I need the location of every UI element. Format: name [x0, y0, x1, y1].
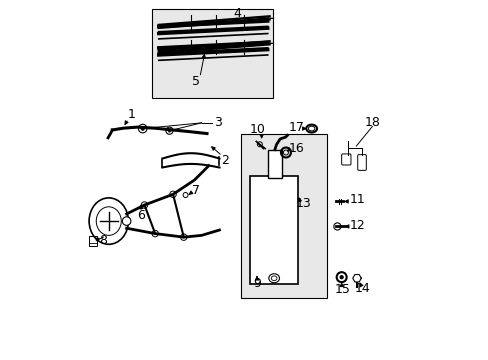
Text: 12: 12: [349, 219, 365, 232]
Circle shape: [141, 127, 144, 130]
Text: 4: 4: [233, 8, 241, 21]
Circle shape: [152, 230, 158, 237]
Text: 9: 9: [253, 277, 261, 290]
Circle shape: [339, 275, 343, 279]
Text: 14: 14: [354, 283, 369, 296]
Bar: [89, 236, 97, 246]
Text: 7: 7: [192, 184, 200, 197]
Circle shape: [168, 129, 171, 132]
Text: 11: 11: [349, 193, 365, 206]
Text: 15: 15: [334, 283, 350, 296]
Circle shape: [122, 217, 131, 225]
Text: 1: 1: [128, 108, 136, 121]
Circle shape: [141, 202, 147, 208]
Text: 10: 10: [250, 123, 265, 136]
Circle shape: [183, 193, 188, 198]
Text: 5: 5: [192, 75, 200, 87]
Bar: [151, 9, 272, 98]
Text: 2: 2: [221, 154, 228, 167]
Bar: [249, 176, 298, 284]
Text: 18: 18: [364, 116, 380, 129]
Text: 13: 13: [295, 197, 311, 210]
Circle shape: [169, 191, 176, 198]
Text: 16: 16: [288, 142, 305, 155]
Circle shape: [180, 234, 186, 240]
Bar: [241, 134, 326, 298]
Text: 8: 8: [99, 234, 107, 247]
Text: 6: 6: [137, 209, 144, 222]
Text: 3: 3: [213, 116, 221, 129]
Text: 17: 17: [288, 121, 305, 134]
Ellipse shape: [268, 274, 279, 283]
Bar: [267, 150, 282, 178]
